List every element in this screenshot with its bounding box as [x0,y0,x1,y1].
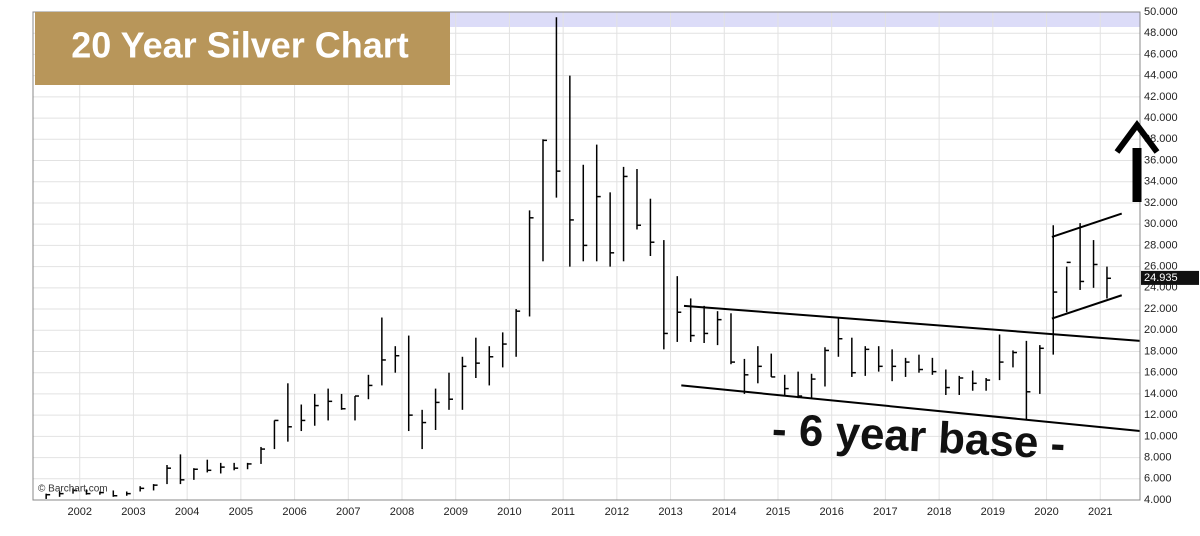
x-tick-label: 2003 [121,506,145,518]
y-tick-label: 36.000 [1144,154,1178,166]
x-tick-label: 2005 [229,506,253,518]
y-tick-label: 46.000 [1144,48,1178,60]
y-tick-label: 14.000 [1144,388,1178,400]
y-tick-label: 30.000 [1144,218,1178,230]
base-annotation: - 6 year base - [771,405,1067,469]
trend-line [1051,294,1123,320]
title-box [35,12,450,85]
y-tick-label: 26.000 [1144,261,1178,273]
x-tick-label: 2017 [873,506,897,518]
y-tick-label: 16.000 [1144,367,1178,379]
x-tick-label: 2021 [1088,506,1112,518]
x-tick-label: 2009 [443,506,467,518]
trend-line [683,304,1141,342]
x-tick-label: 2006 [282,506,306,518]
x-tick-label: 2012 [605,506,629,518]
y-tick-label: 34.000 [1144,176,1178,188]
x-tick-label: 2014 [712,506,736,518]
x-tick-label: 2010 [497,506,521,518]
x-tick-label: 2011 [551,506,575,518]
y-tick-label: 22.000 [1144,303,1178,315]
trend-line [681,384,1141,433]
y-tick-label: 18.000 [1144,345,1178,357]
y-tick-label: 42.000 [1144,91,1178,103]
y-tick-label: 8.000 [1144,451,1172,463]
y-tick-label: 44.000 [1144,70,1178,82]
x-tick-label: 2007 [336,506,360,518]
y-tick-label: 48.000 [1144,27,1178,39]
x-tick-label: 2004 [175,506,199,518]
last-price-tag [1141,270,1199,285]
x-tick-label: 2020 [1034,506,1058,518]
y-tick-label: 6.000 [1144,473,1172,485]
x-tick-label: 2008 [390,506,414,518]
last-price-label: 24.935 [1144,272,1178,284]
y-tick-label: 4.000 [1144,494,1172,506]
y-tick-label: 32.000 [1144,197,1178,209]
y-tick-label: 40.000 [1144,112,1178,124]
x-tick-label: 2019 [981,506,1005,518]
trend-line [1051,212,1123,238]
y-tick-label: 10.000 [1144,430,1178,442]
y-tick-label: 12.000 [1144,409,1178,421]
x-tick-label: 2015 [766,506,790,518]
source-note: © Barchart.com [38,484,108,495]
y-tick-label: 50.000 [1144,6,1178,18]
chart-title: 20 Year Silver Chart [71,25,409,66]
x-tick-label: 2016 [819,506,843,518]
top-band [450,12,1140,27]
x-tick-label: 2013 [658,506,682,518]
x-tick-label: 2018 [927,506,951,518]
y-tick-label: 20.000 [1144,324,1178,336]
y-tick-label: 28.000 [1144,239,1178,251]
x-tick-label: 2002 [67,506,91,518]
up-arrow-head [1114,119,1160,154]
plot-frame [32,11,1141,501]
